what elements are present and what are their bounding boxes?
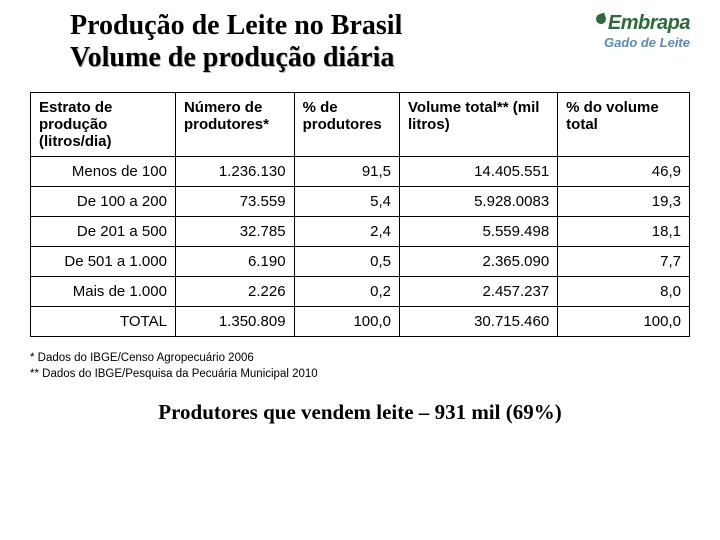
cell: 2.365.090 — [400, 247, 558, 277]
cell: De 201 a 500 — [31, 217, 176, 247]
cell: 2,4 — [294, 217, 399, 247]
logo-main: Embrapa — [608, 12, 690, 34]
header: Produção de Leite no Brasil Volume de pr… — [0, 0, 720, 74]
cell: 5.928.0083 — [400, 187, 558, 217]
table-row: Mais de 1.000 2.226 0,2 2.457.237 8,0 — [31, 277, 690, 307]
col-header-estrato: Estrato de produção (litros/dia) — [31, 93, 176, 157]
cell: 5,4 — [294, 187, 399, 217]
cell: 0,2 — [294, 277, 399, 307]
cell: 46,9 — [558, 157, 690, 187]
cell: Mais de 1.000 — [31, 277, 176, 307]
cell: 6.190 — [175, 247, 294, 277]
table-container: Estrato de produção (litros/dia) Número … — [0, 74, 720, 337]
title-block: Produção de Leite no Brasil Volume de pr… — [70, 10, 402, 74]
cell: Menos de 100 — [31, 157, 176, 187]
table-row: De 201 a 500 32.785 2,4 5.559.498 18,1 — [31, 217, 690, 247]
cell: 2.226 — [175, 277, 294, 307]
cell: 91,5 — [294, 157, 399, 187]
cell: De 501 a 1.000 — [31, 247, 176, 277]
cell: 0,5 — [294, 247, 399, 277]
cell: 100,0 — [294, 307, 399, 337]
cell: 1.350.809 — [175, 307, 294, 337]
logo: Embrapa Gado de Leite — [596, 10, 690, 50]
cell: 8,0 — [558, 277, 690, 307]
cell: 14.405.551 — [400, 157, 558, 187]
table-row: De 501 a 1.000 6.190 0,5 2.365.090 7,7 — [31, 247, 690, 277]
logo-sub: Gado de Leite — [596, 35, 690, 50]
title-line-2: Volume de produção diária — [70, 42, 402, 74]
production-table: Estrato de produção (litros/dia) Número … — [30, 92, 690, 337]
cell: 2.457.237 — [400, 277, 558, 307]
cell: 7,7 — [558, 247, 690, 277]
table-body: Menos de 100 1.236.130 91,5 14.405.551 4… — [31, 157, 690, 337]
logo-main-row: Embrapa — [596, 12, 690, 35]
col-header-pct-produtores: % de produtores — [294, 93, 399, 157]
cell: 19,3 — [558, 187, 690, 217]
footnotes: * Dados do IBGE/Censo Agropecuário 2006 … — [0, 337, 720, 382]
cell: 32.785 — [175, 217, 294, 247]
cell: 18,1 — [558, 217, 690, 247]
footnote-1: * Dados do IBGE/Censo Agropecuário 2006 — [30, 351, 720, 367]
col-header-numero: Número de produtores* — [175, 93, 294, 157]
cell: 1.236.130 — [175, 157, 294, 187]
title-line-1: Produção de Leite no Brasil — [70, 10, 402, 42]
bottom-note: Produtores que vendem leite – 931 mil (6… — [0, 382, 720, 425]
table-header-row: Estrato de produção (litros/dia) Número … — [31, 93, 690, 157]
table-row: De 100 a 200 73.559 5,4 5.928.0083 19,3 — [31, 187, 690, 217]
col-header-volume: Volume total** (mil litros) — [400, 93, 558, 157]
cell: 100,0 — [558, 307, 690, 337]
cell: De 100 a 200 — [31, 187, 176, 217]
col-header-pct-volume: % do volume total — [558, 93, 690, 157]
leaf-icon — [594, 13, 607, 26]
table-row-total: TOTAL 1.350.809 100,0 30.715.460 100,0 — [31, 307, 690, 337]
cell: 30.715.460 — [400, 307, 558, 337]
footnote-2: ** Dados do IBGE/Pesquisa da Pecuária Mu… — [30, 367, 720, 383]
cell: 5.559.498 — [400, 217, 558, 247]
table-row: Menos de 100 1.236.130 91,5 14.405.551 4… — [31, 157, 690, 187]
cell: TOTAL — [31, 307, 176, 337]
cell: 73.559 — [175, 187, 294, 217]
